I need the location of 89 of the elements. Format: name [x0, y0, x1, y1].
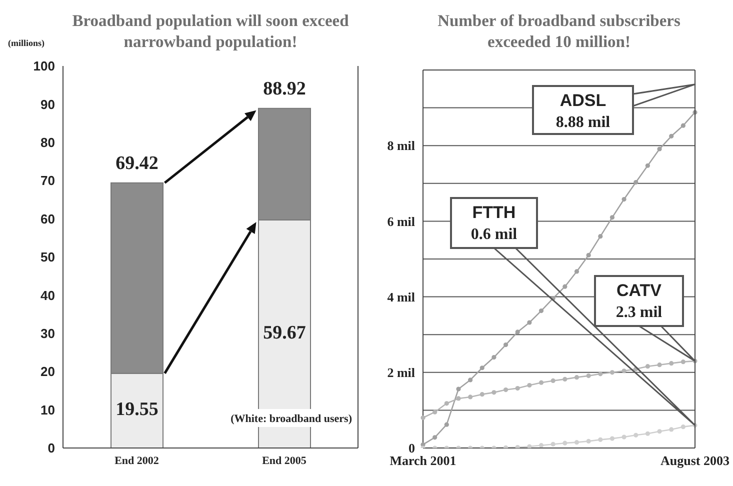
data-label: 19.55	[116, 399, 158, 420]
point	[680, 360, 686, 364]
y-tick-label: 100	[33, 58, 55, 74]
y-tick-label: 8 mil	[387, 138, 416, 154]
point	[586, 374, 591, 378]
chart-title: Broadband population will soon exceed narrowband population!	[71, 10, 350, 52]
point	[432, 410, 438, 414]
point	[586, 252, 591, 258]
point	[634, 432, 638, 438]
y-tick-label: 70	[40, 173, 55, 188]
y-tick-label: 2 mil	[387, 365, 416, 380]
point	[574, 440, 580, 445]
total-label: 88.92	[263, 78, 306, 100]
point	[610, 370, 615, 375]
total-label: 69.42	[116, 152, 158, 174]
y-tick-label: 90	[40, 96, 55, 112]
y-axis-title: (millions)	[8, 38, 45, 48]
point	[657, 362, 662, 368]
annotation: (White: broadband users)	[230, 413, 352, 425]
point	[634, 180, 638, 185]
point	[562, 376, 568, 382]
y-tick-label: 0	[408, 440, 415, 456]
point	[645, 163, 650, 168]
point	[527, 382, 532, 388]
y-tick-label: 6 mil	[387, 214, 416, 229]
chart-title: Number of broadband subscribers exceeded 10 million!	[436, 10, 682, 52]
point	[538, 380, 544, 385]
x-tick-label: End 2005	[262, 454, 307, 467]
x-tick-label: March 2001	[390, 453, 456, 468]
point	[503, 387, 508, 392]
point	[622, 368, 626, 374]
point	[492, 354, 496, 360]
point	[574, 269, 580, 274]
y-tick-label: 80	[40, 135, 55, 150]
y-tick-label: 40	[40, 288, 55, 303]
point	[669, 134, 674, 138]
point	[598, 437, 603, 442]
point	[610, 215, 615, 220]
point	[586, 438, 591, 444]
point	[657, 146, 662, 152]
x-tick-label: August 2003	[660, 453, 730, 468]
annotation: FTTH 0.6 mil	[470, 203, 518, 243]
point	[657, 429, 662, 434]
point	[480, 366, 484, 370]
point	[669, 361, 674, 366]
point	[680, 123, 686, 128]
point	[527, 320, 532, 325]
point	[562, 284, 568, 289]
point	[598, 372, 603, 376]
point	[622, 196, 626, 202]
annotation: ADSL 8.88 mil	[556, 91, 611, 131]
y-tick-label: 10	[40, 402, 55, 418]
point	[515, 444, 520, 448]
point	[610, 436, 615, 441]
x-tick-label: End 2002	[114, 454, 160, 467]
point	[680, 424, 686, 430]
point	[444, 401, 449, 406]
point	[468, 378, 473, 382]
point	[456, 396, 461, 401]
point	[538, 308, 544, 314]
point	[562, 440, 568, 446]
y-tick-label: 0	[48, 440, 55, 456]
point	[420, 415, 426, 420]
point	[669, 427, 674, 432]
y-tick-label: 60	[40, 211, 55, 226]
y-tick-label: 20	[40, 364, 55, 380]
y-tick-label: 30	[40, 326, 55, 342]
point	[550, 442, 556, 447]
point	[444, 422, 449, 427]
y-tick-label: 4 mil	[387, 289, 416, 304]
point	[468, 394, 473, 400]
data-label: 59.67	[263, 322, 306, 344]
point	[550, 378, 556, 384]
point	[492, 390, 496, 395]
point	[622, 434, 626, 440]
annotation: CATV 2.3 mil	[616, 281, 663, 321]
point	[456, 386, 461, 392]
point	[515, 386, 520, 391]
point	[432, 435, 438, 440]
point	[480, 392, 484, 397]
point	[503, 342, 508, 348]
point	[645, 364, 650, 369]
point	[645, 431, 650, 436]
point	[574, 375, 580, 380]
point	[538, 443, 544, 448]
point	[515, 330, 520, 334]
point	[598, 234, 603, 239]
point	[527, 444, 532, 448]
y-tick-label: 50	[40, 250, 55, 265]
